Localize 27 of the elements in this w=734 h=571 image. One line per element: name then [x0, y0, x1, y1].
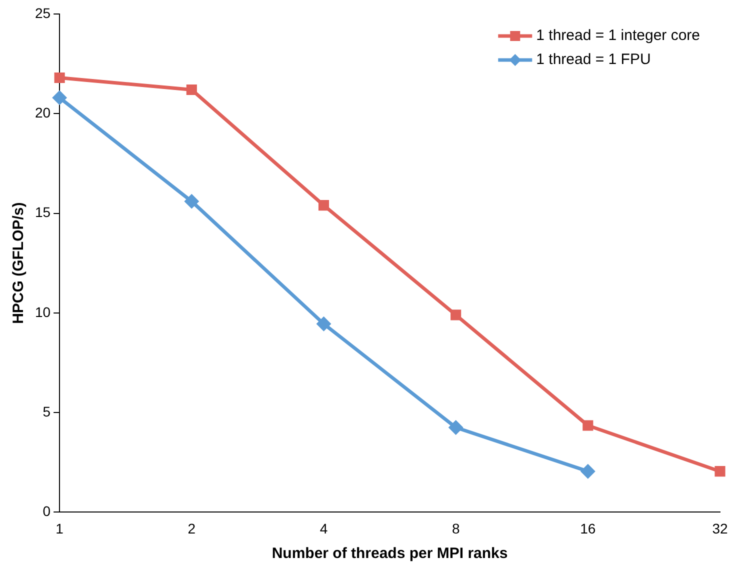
point: [714, 466, 726, 477]
point: [581, 464, 595, 478]
x-tick-label: 32: [712, 520, 728, 536]
y-tick-label: 5: [42, 403, 51, 420]
y-axis-title: HPCG (GFLOP/s): [10, 202, 28, 324]
x-tick-label: 1: [56, 520, 64, 536]
y-tick-label: 25: [34, 4, 51, 21]
x-axis-title: Number of threads per MPI ranks: [272, 545, 508, 562]
y-tick-label: 10: [34, 304, 51, 320]
x-tick-label: 4: [320, 520, 328, 536]
point: [318, 200, 330, 211]
y-tick-label: 20: [34, 104, 51, 120]
x-tick-label: 16: [580, 520, 596, 536]
legend-label: 1 thread = 1 integer core: [536, 27, 700, 44]
y-tick-label: 15: [34, 204, 51, 220]
y-tick-label: 0: [42, 503, 51, 520]
point: [316, 317, 330, 331]
legend-label: 1 thread = 1 FPU: [536, 51, 651, 68]
point: [449, 420, 463, 434]
point: [582, 420, 594, 431]
point: [184, 194, 198, 208]
point: [52, 90, 66, 104]
x-tick-label: 2: [188, 520, 196, 536]
point: [450, 310, 462, 320]
point: [186, 84, 197, 96]
x-tick-label: 8: [452, 520, 460, 536]
point: [54, 72, 65, 84]
